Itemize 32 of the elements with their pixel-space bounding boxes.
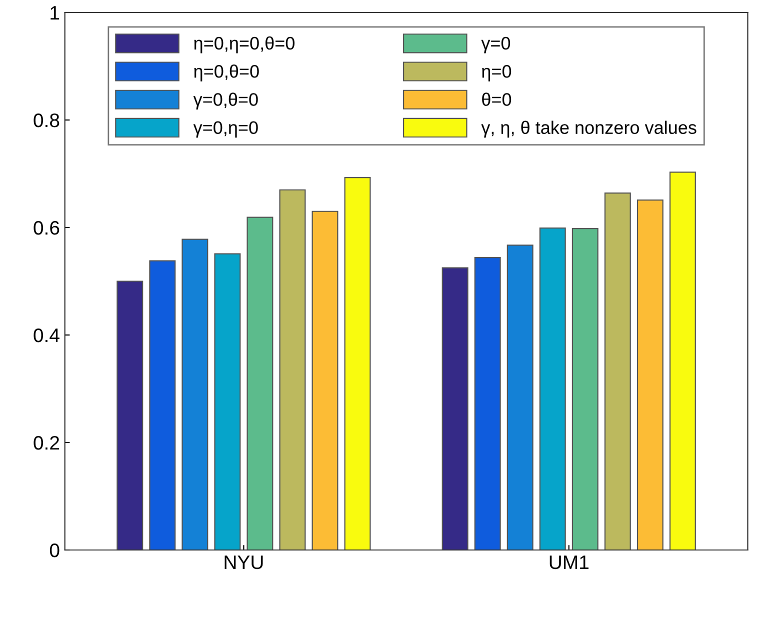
legend-label: η=0,η=0,θ=0 (194, 36, 294, 54)
bar (604, 192, 631, 550)
bar (116, 280, 144, 550)
legend-label: η=0,θ=0 (194, 64, 259, 82)
y-tick-label: 0.6 (34, 220, 60, 235)
bar (246, 216, 274, 550)
bar (182, 238, 208, 550)
legend-label: η=0 (482, 64, 512, 82)
bar (279, 189, 306, 550)
bar (506, 244, 534, 550)
legend-label: γ=0,η=0 (193, 121, 258, 138)
bar (669, 172, 696, 550)
bar (572, 228, 598, 550)
bar (344, 176, 371, 550)
y-tick-label: 0.2 (34, 436, 60, 450)
y-tick-label: 0.4 (34, 328, 60, 342)
y-tick-label: 1 (50, 6, 60, 20)
bar (474, 257, 501, 550)
bar (442, 267, 468, 550)
bar (214, 253, 241, 550)
legend-label: γ=0 (481, 36, 510, 54)
y-tick-label: 0.8 (34, 113, 60, 128)
x-tick-label: UM1 (550, 556, 588, 570)
legend-label: γ=0,θ=0 (193, 92, 258, 110)
bar (539, 227, 566, 550)
bar (312, 210, 338, 550)
bar (636, 200, 664, 550)
legend-label: θ=0 (482, 92, 512, 106)
bar (149, 260, 176, 550)
y-tick-label: 0 (50, 543, 60, 558)
x-tick-label: NYU (224, 556, 263, 570)
legend-label: γ, η, θ take nonzero values (481, 120, 696, 138)
